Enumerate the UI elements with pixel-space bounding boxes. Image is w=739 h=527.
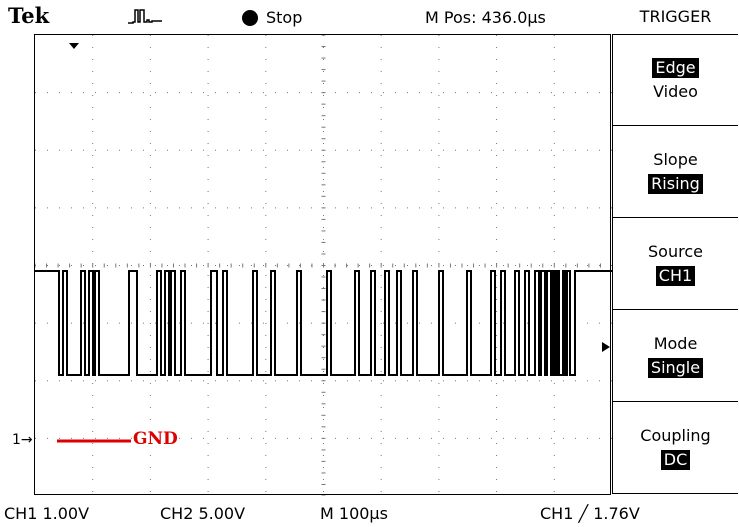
waveform-display <box>34 34 612 496</box>
menu-item-edge: Edge <box>652 58 699 78</box>
header-bar: Tek Stop M Pos: 436.0µs <box>0 0 739 34</box>
ch2-scale-readout: CH2 5.00V <box>160 504 246 523</box>
trigger-level-arrow-icon <box>602 342 610 352</box>
waveform-graticule <box>35 35 612 496</box>
menu-button-source[interactable]: Source CH1 <box>612 218 738 310</box>
pulse-waveform-icon <box>128 9 162 24</box>
run-state-label: Stop <box>266 8 303 27</box>
menu-label-mode: Mode <box>653 333 698 353</box>
ch1-ground-marker: 1→ <box>12 432 33 448</box>
menu-value-coupling: DC <box>660 449 691 470</box>
menu-button-coupling[interactable]: Coupling DC <box>612 402 738 494</box>
menu-label-slope: Slope <box>653 149 698 169</box>
menu-value-source: CH1 <box>655 265 696 286</box>
status-bar: CH1 1.00V CH2 5.00V M 100µs CH1 ╱ 1.76V <box>0 498 739 527</box>
horizontal-position-readout: M Pos: 436.0µs <box>425 8 546 27</box>
menu-label-coupling: Coupling <box>640 425 711 445</box>
menu-button-mode[interactable]: Mode Single <box>612 310 738 402</box>
menu-button-slope[interactable]: Slope Rising <box>612 126 738 218</box>
trigger-menu: TRIGGER Edge Video Slope Rising Source C… <box>612 0 739 500</box>
trigger-position-arrow-icon <box>69 43 79 49</box>
menu-item-video: Video <box>653 82 698 101</box>
stop-dot-icon <box>242 9 258 26</box>
ground-label: GND <box>133 429 178 449</box>
ch1-scale-readout: CH1 1.00V <box>4 504 90 523</box>
ch1-trace <box>35 270 612 376</box>
trigger-level-readout: CH1 ╱ 1.76V <box>540 504 640 523</box>
menu-value-mode: Single <box>647 357 704 378</box>
run-state: Stop <box>242 8 302 27</box>
menu-value-slope: Rising <box>648 173 703 194</box>
menu-label-source: Source <box>648 241 703 261</box>
brand-logo: Tek <box>8 3 50 28</box>
menu-button-type[interactable]: Edge Video <box>612 34 738 126</box>
menu-title: TRIGGER <box>639 7 712 26</box>
timebase-readout: M 100µs <box>320 504 388 523</box>
